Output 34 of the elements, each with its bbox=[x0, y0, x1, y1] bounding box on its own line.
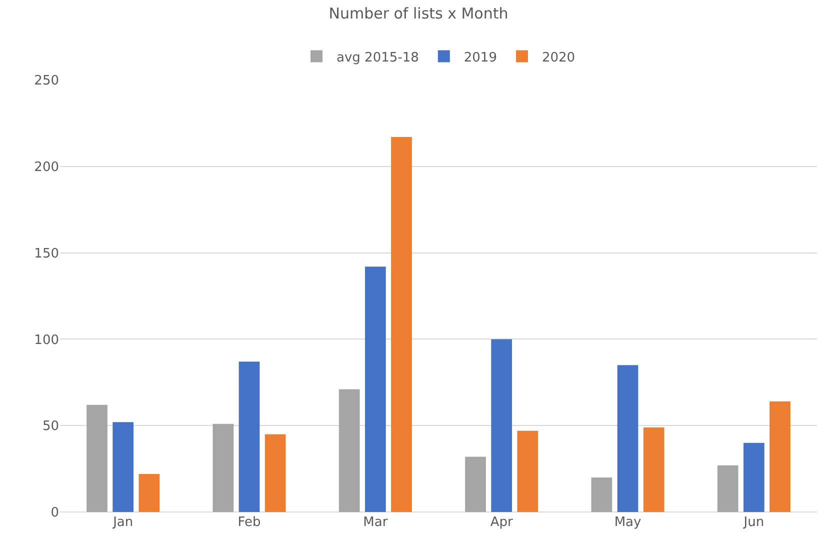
y-tick-label: 100 bbox=[34, 332, 59, 348]
chart-title: Number of lists x Month bbox=[328, 4, 508, 23]
bar bbox=[212, 424, 234, 512]
bar bbox=[743, 442, 764, 512]
bar bbox=[643, 427, 664, 512]
bar bbox=[138, 474, 160, 512]
bar bbox=[517, 430, 538, 512]
x-tick-label: Apr bbox=[490, 515, 514, 530]
bar bbox=[465, 456, 486, 512]
bar bbox=[112, 422, 134, 512]
bar bbox=[238, 362, 260, 512]
x-tick-label: Feb bbox=[238, 515, 261, 530]
bar bbox=[717, 465, 738, 512]
y-tick-label: 0 bbox=[50, 506, 59, 521]
x-tick-label: Mar bbox=[363, 515, 388, 530]
bar bbox=[364, 266, 386, 512]
bar bbox=[86, 404, 108, 512]
bar bbox=[591, 477, 612, 512]
legend-label: avg 2015-18 bbox=[336, 50, 419, 66]
bar bbox=[338, 389, 360, 512]
x-tick-label: May bbox=[614, 515, 642, 530]
bar bbox=[617, 365, 638, 512]
bar bbox=[391, 137, 412, 512]
y-tick-label: 250 bbox=[34, 74, 59, 89]
bar bbox=[770, 401, 790, 512]
legend-label: 2019 bbox=[464, 50, 497, 66]
bar bbox=[264, 434, 286, 512]
y-tick-label: 50 bbox=[42, 419, 59, 434]
y-tick-label: 150 bbox=[34, 246, 59, 262]
bar bbox=[491, 339, 512, 512]
x-tick-label: Jan bbox=[112, 515, 134, 530]
legend-label: 2020 bbox=[542, 50, 576, 66]
x-tick-label: Jun bbox=[742, 515, 764, 530]
y-tick-label: 200 bbox=[34, 160, 59, 175]
